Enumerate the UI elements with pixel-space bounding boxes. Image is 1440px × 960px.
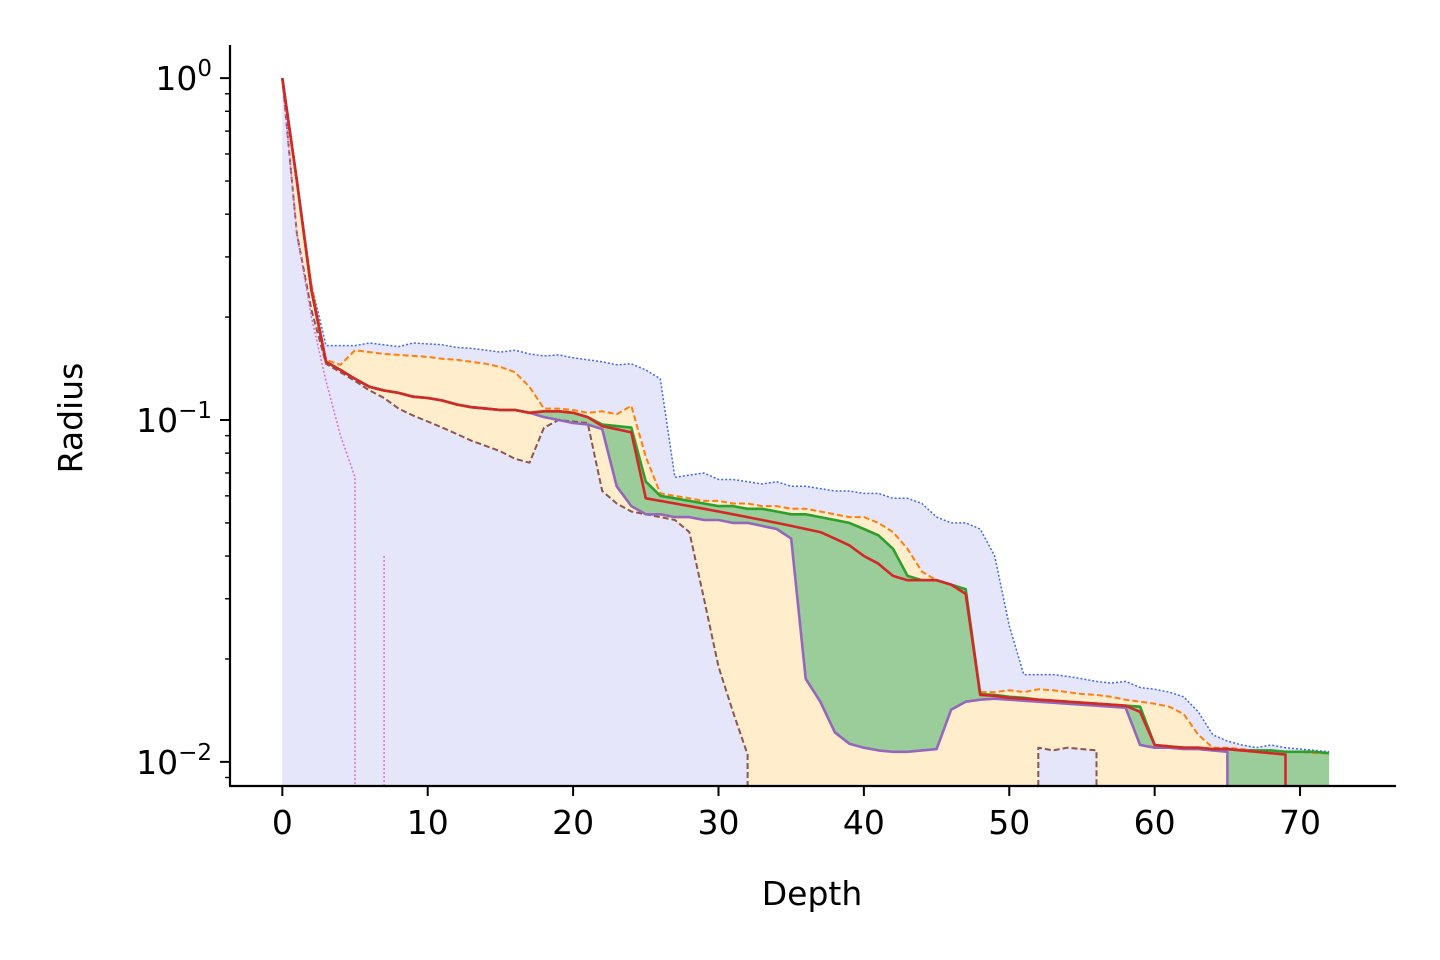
fill-inner-band-tail	[1227, 749, 1330, 786]
x-tick-label: 70	[1279, 803, 1321, 842]
series-line-upper-quartile	[281, 77, 1330, 755]
y-tick-label: 10−1	[136, 398, 212, 440]
x-tick-label: 0	[272, 803, 293, 842]
fill-lower-region	[282, 78, 748, 787]
series-line-minimum	[281, 78, 356, 786]
x-tick-label: 10	[407, 803, 449, 842]
x-axis-label: Depth	[762, 874, 863, 913]
series-line-lower-bound-segment	[1037, 746, 1098, 786]
series-line-upper-bound	[281, 77, 1330, 753]
x-tick-label: 50	[988, 803, 1030, 842]
plot-area	[281, 77, 1330, 787]
y-ticks: 100 10−1 10−2	[136, 56, 230, 782]
x-tick-label: 60	[1134, 803, 1176, 842]
series-line-median	[281, 77, 1287, 786]
fill-inner-band	[282, 78, 1330, 754]
y-tick-label: 10−2	[136, 740, 212, 782]
x-ticks: 0 10 20 30 40 50 60 70	[272, 786, 1321, 842]
y-tick-label: 100	[155, 56, 212, 98]
axes	[228, 45, 1396, 788]
x-tick-label: 30	[697, 803, 739, 842]
series-line-lower-bound	[281, 78, 749, 786]
fill-lower-region-segment	[1038, 747, 1097, 786]
y-axis-label: Radius	[51, 363, 90, 474]
x-tick-label: 20	[552, 803, 594, 842]
x-tick-label: 40	[843, 803, 885, 842]
